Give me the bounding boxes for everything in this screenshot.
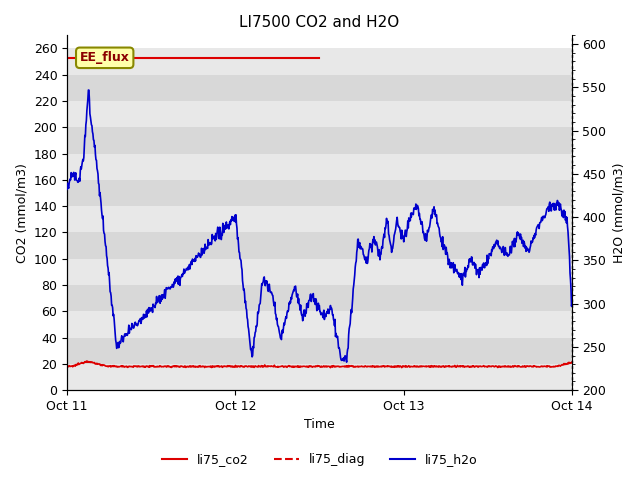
li75_diag <box>268 55 275 60</box>
li75_h2o <box>286 299 294 304</box>
li75_co2 <box>83 358 91 364</box>
li75_h2o <box>115 343 123 348</box>
li75_co2 <box>115 364 123 370</box>
li75_co2 <box>268 363 276 369</box>
li75_h2o <box>63 186 71 192</box>
Bar <box>67 75 572 101</box>
li75_co2 <box>458 363 466 369</box>
li75_h2o <box>568 300 576 306</box>
Bar <box>67 180 572 206</box>
Bar <box>67 312 572 337</box>
Bar <box>67 259 572 285</box>
li75_diag <box>63 55 71 60</box>
li75_co2 <box>286 363 294 369</box>
li75_co2 <box>63 364 71 370</box>
li75_diag <box>115 55 122 60</box>
Y-axis label: CO2 (mmol/m3): CO2 (mmol/m3) <box>15 163 28 263</box>
Y-axis label: H2O (mmol/m3): H2O (mmol/m3) <box>612 162 625 263</box>
li75_co2 <box>411 363 419 369</box>
Line: li75_h2o: li75_h2o <box>67 90 572 362</box>
li75_h2o <box>268 290 276 296</box>
Bar <box>67 337 572 364</box>
Bar <box>67 101 572 127</box>
li75_h2o <box>458 277 466 283</box>
li75_co2 <box>467 363 475 369</box>
Bar <box>67 48 572 75</box>
Title: LI7500 CO2 and H2O: LI7500 CO2 and H2O <box>239 15 400 30</box>
li75_co2 <box>568 359 576 365</box>
Bar <box>67 206 572 232</box>
Legend: li75_co2, li75_diag, li75_h2o: li75_co2, li75_diag, li75_h2o <box>157 448 483 471</box>
Line: li75_co2: li75_co2 <box>67 361 572 368</box>
Bar <box>67 364 572 390</box>
Bar <box>67 285 572 312</box>
li75_h2o <box>84 87 92 93</box>
Bar <box>67 127 572 154</box>
li75_h2o <box>467 259 475 264</box>
Text: EE_flux: EE_flux <box>80 51 130 64</box>
li75_h2o <box>343 359 351 365</box>
X-axis label: Time: Time <box>304 419 335 432</box>
Bar <box>67 154 572 180</box>
Bar <box>67 232 572 259</box>
li75_diag <box>285 55 293 60</box>
li75_co2 <box>326 365 334 371</box>
li75_h2o <box>411 206 419 212</box>
